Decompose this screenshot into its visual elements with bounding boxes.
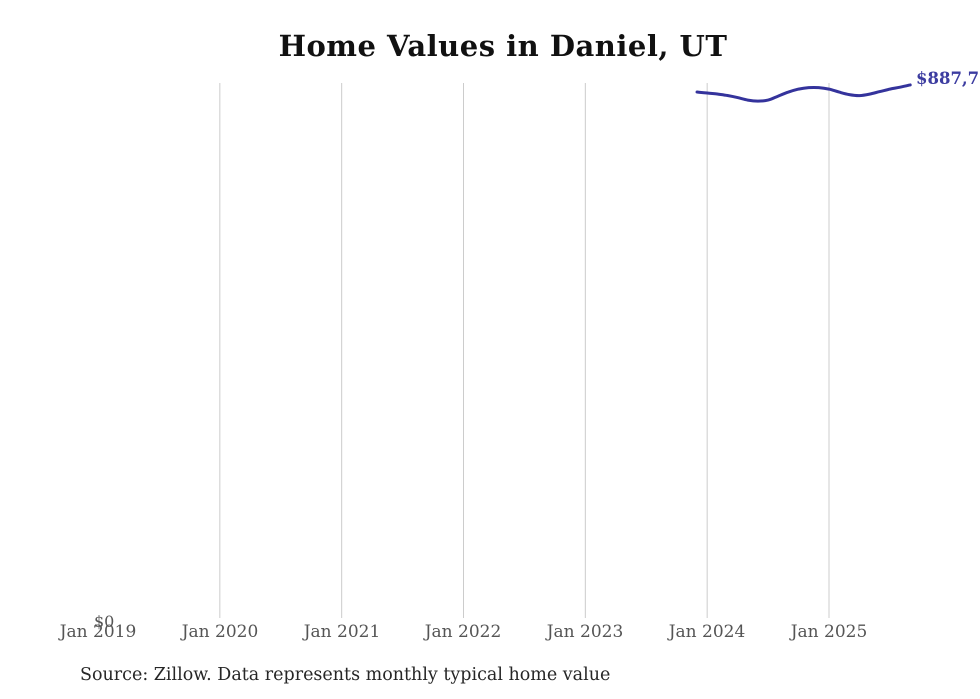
x-axis-label: Jan 2022: [424, 622, 502, 642]
y-axis-zero-label: $0: [94, 612, 115, 631]
x-axis-label: Jan 2025: [790, 622, 868, 642]
x-axis-label: Jan 2021: [303, 622, 381, 642]
source-attribution: Source: Zillow. Data represents monthly …: [80, 665, 611, 685]
latest-value-label: $887,723: [916, 69, 980, 88]
x-axis-label: Jan 2019: [59, 622, 137, 642]
x-axis-label: Jan 2024: [668, 622, 746, 642]
x-axis-label: Jan 2020: [181, 622, 259, 642]
x-axis-label: Jan 2023: [546, 622, 624, 642]
page-title: Home Values in Daniel, UT: [278, 29, 728, 63]
home-value-line: [695, 83, 912, 103]
